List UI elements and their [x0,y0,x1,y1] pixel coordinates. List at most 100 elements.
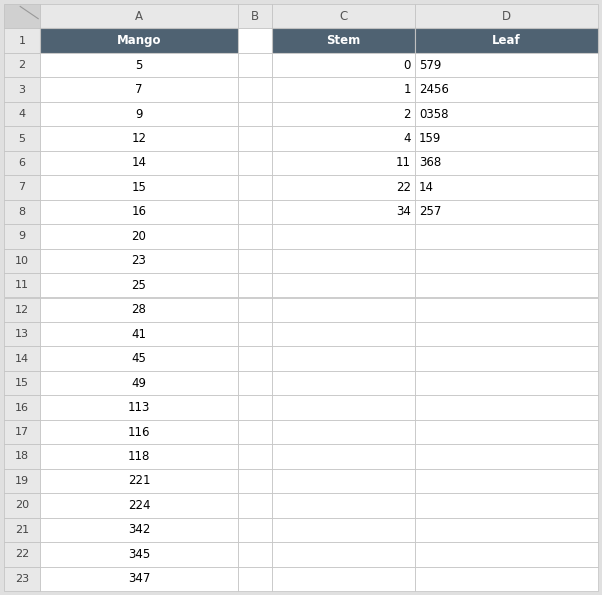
Bar [40,224,238,249]
Text: 13: 13 [15,329,29,339]
Bar [40,518,238,542]
Bar [272,77,415,102]
Bar [40,175,238,200]
Bar [4,29,40,53]
Text: Leaf: Leaf [492,34,521,47]
Bar [4,371,40,395]
Bar [238,249,272,273]
Bar [272,420,415,444]
Text: D: D [502,10,511,23]
Text: B: B [251,10,259,23]
Text: 368: 368 [419,156,441,170]
Text: 9: 9 [135,108,143,121]
Bar [272,444,415,469]
Bar [415,249,598,273]
Bar [4,322,40,346]
Bar [4,224,40,249]
Text: 20: 20 [132,230,146,243]
Text: 12: 12 [15,305,29,315]
Bar [40,77,238,102]
Text: 15: 15 [15,378,29,388]
Bar [272,175,415,200]
Bar [238,518,272,542]
Bar [40,346,238,371]
Bar [40,273,238,298]
Text: 18: 18 [15,452,29,462]
Bar [415,126,598,151]
Bar [4,4,40,29]
Text: 4: 4 [19,109,25,119]
Text: 6: 6 [19,158,25,168]
Bar [238,273,272,298]
Bar [272,566,415,591]
Bar [4,151,40,175]
Text: A: A [135,10,143,23]
Bar [272,395,415,420]
Bar [238,175,272,200]
Text: 118: 118 [128,450,150,463]
Bar [415,200,598,224]
Bar [415,298,598,322]
Text: 17: 17 [15,427,29,437]
Text: 14: 14 [131,156,146,170]
Bar [4,273,40,298]
Bar [238,77,272,102]
Bar [4,542,40,566]
Bar [4,469,40,493]
Bar [40,371,238,395]
Text: 11: 11 [15,280,29,290]
Text: 257: 257 [419,205,441,218]
Bar [238,395,272,420]
Bar [40,542,238,566]
Bar [272,322,415,346]
Bar [40,200,238,224]
Bar [4,395,40,420]
Bar [415,224,598,249]
Bar [415,518,598,542]
Text: 45: 45 [132,352,146,365]
Bar [40,322,238,346]
Text: 3: 3 [19,84,25,95]
Bar [415,273,598,298]
Bar [272,151,415,175]
Text: 159: 159 [419,132,441,145]
Bar [415,542,598,566]
Text: 19: 19 [15,476,29,486]
Bar [4,493,40,518]
Text: 0: 0 [403,59,411,71]
Bar [238,224,272,249]
Text: 12: 12 [131,132,146,145]
Bar [40,249,238,273]
Bar [272,53,415,77]
Bar [4,298,40,322]
Bar [272,346,415,371]
Bar [272,371,415,395]
Bar [40,4,238,29]
Bar [415,493,598,518]
Text: 8: 8 [19,207,25,217]
Text: 5: 5 [135,59,143,71]
Bar [415,322,598,346]
Bar [40,29,238,53]
Bar [415,566,598,591]
Text: Stem: Stem [326,34,361,47]
Bar [415,175,598,200]
Text: 28: 28 [132,303,146,316]
Bar [238,444,272,469]
Bar [272,102,415,126]
Bar [40,395,238,420]
Text: 11: 11 [396,156,411,170]
Text: 41: 41 [131,328,146,341]
Text: 16: 16 [131,205,146,218]
Bar [415,29,598,53]
Bar [40,444,238,469]
Text: 347: 347 [128,572,150,585]
Bar [40,151,238,175]
Text: 20: 20 [15,500,29,511]
Bar [415,371,598,395]
Text: 2: 2 [19,60,25,70]
Text: C: C [340,10,347,23]
Bar [238,151,272,175]
Bar [238,298,272,322]
Bar [4,518,40,542]
